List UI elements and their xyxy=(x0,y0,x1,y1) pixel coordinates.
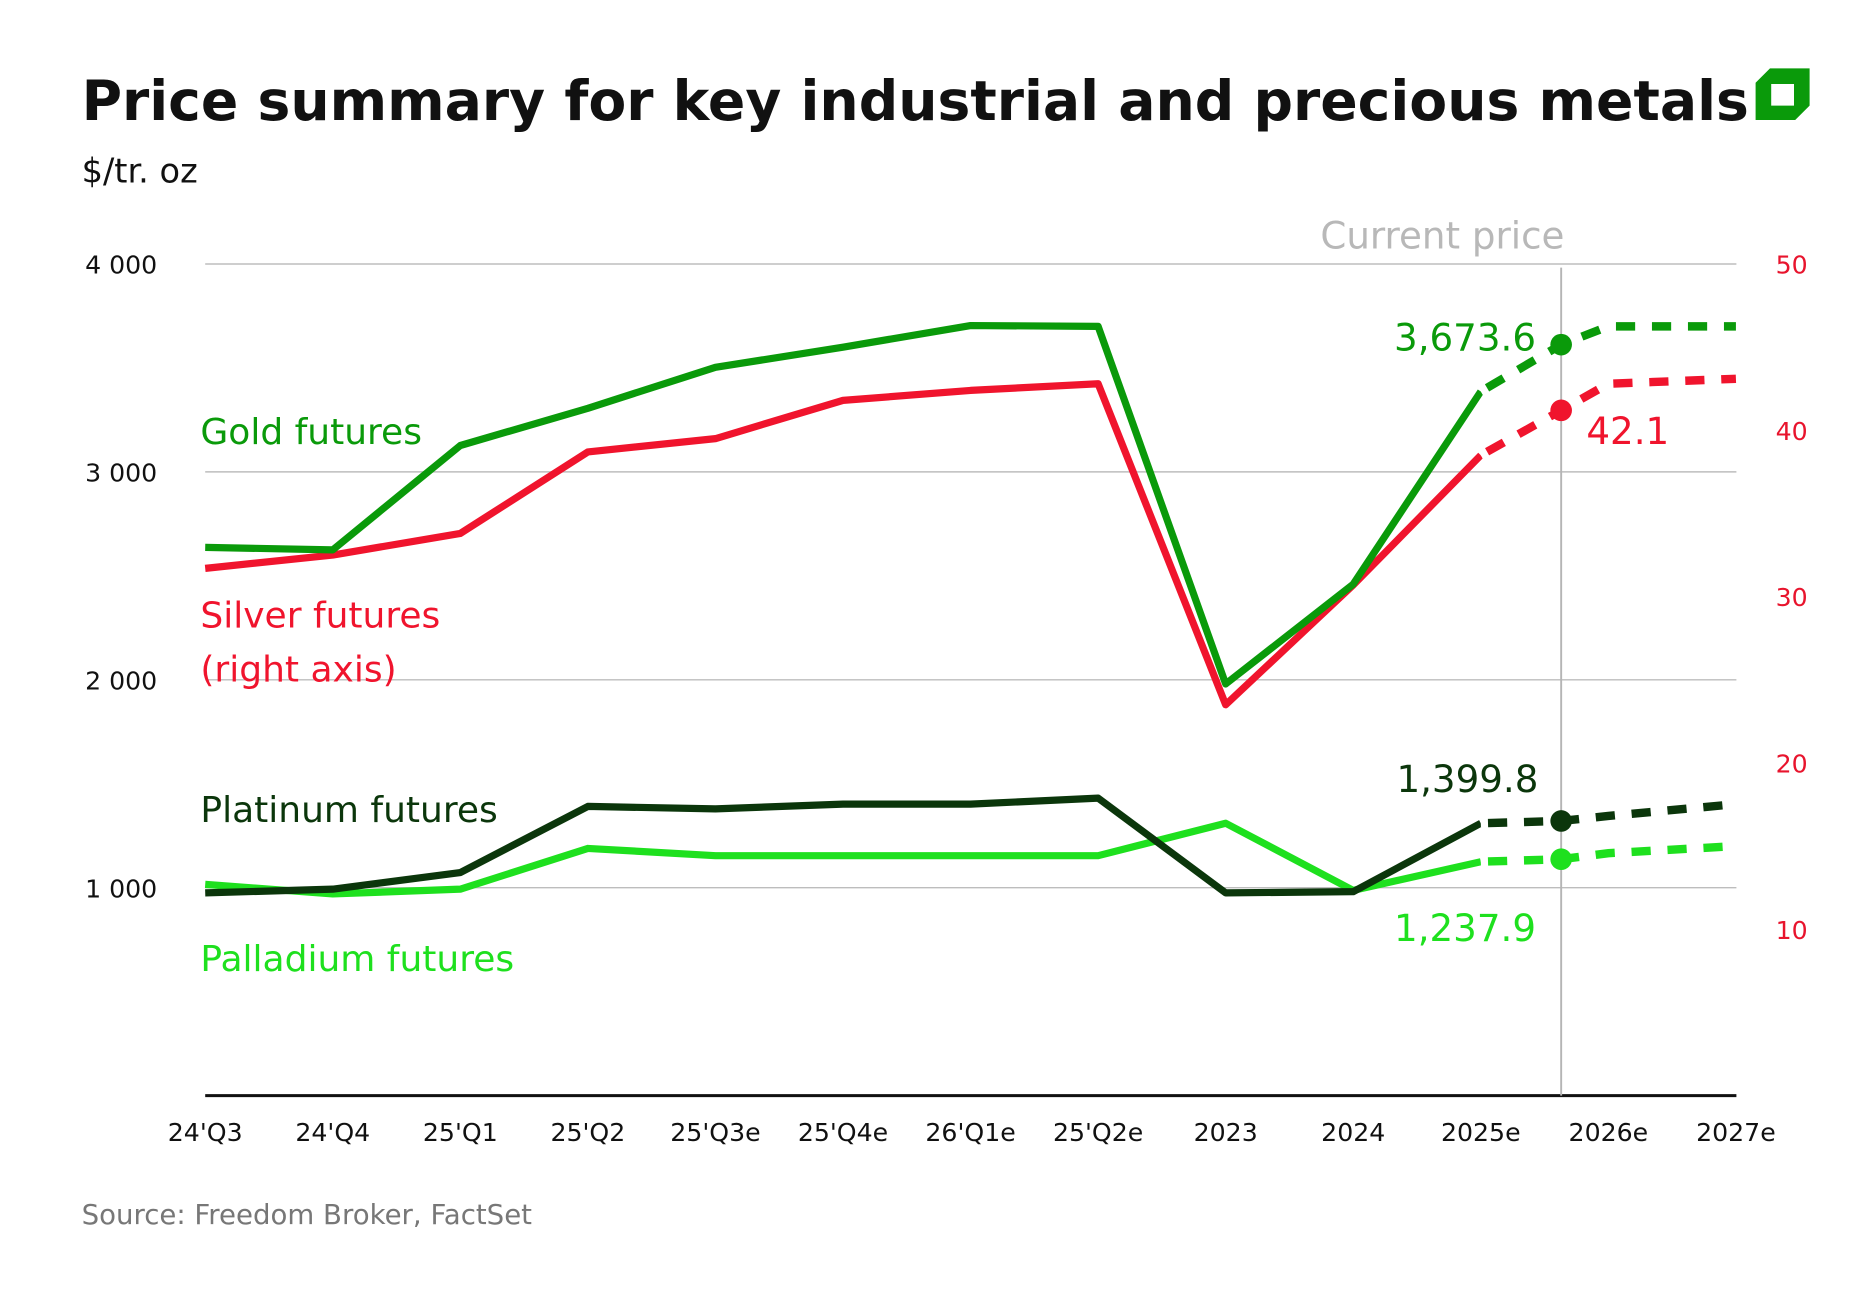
right-tick-label: 40 xyxy=(1776,417,1808,446)
line-palladium xyxy=(204,819,1482,898)
current-point-gold xyxy=(1550,333,1572,356)
forecast-line-gold xyxy=(1478,322,1736,396)
current-point-platinum xyxy=(1550,810,1572,832)
series-lines xyxy=(204,321,1737,898)
chart-title: Price summary for key industrial and pre… xyxy=(82,70,1749,134)
logo xyxy=(1755,68,1810,120)
x-tick-label: 25'Q2 xyxy=(550,1118,625,1147)
value-label-gold: 3,673.6 xyxy=(1394,315,1536,359)
x-tick-label: 25'Q3e xyxy=(670,1118,760,1147)
series-label-silver-2: (right axis) xyxy=(200,650,396,691)
x-tick-label: 26'Q1e xyxy=(925,1118,1015,1147)
series-label-silver: Silver futures xyxy=(200,596,440,637)
x-tick-label: 25'Q2e xyxy=(1053,1118,1143,1147)
x-tick-label: 2025e xyxy=(1441,1118,1521,1147)
current-point-silver xyxy=(1550,399,1572,422)
x-tick-label: 24'Q4 xyxy=(295,1118,370,1147)
value-label-platinum: 1,399.8 xyxy=(1396,757,1538,801)
line-platinum xyxy=(205,794,1483,897)
series-label-palladium: Palladium futures xyxy=(200,939,514,980)
value-labels: 3,673.6 42.1 1,399.8 1,237.9 xyxy=(1394,315,1669,949)
x-tick-label: 2026e xyxy=(1569,1118,1649,1147)
right-axis: 10 20 30 40 50 xyxy=(1776,251,1808,945)
x-tick-label: 2023 xyxy=(1194,1118,1258,1147)
right-tick-label: 20 xyxy=(1776,750,1808,779)
left-tick-label: 2 000 xyxy=(85,666,157,695)
left-axis: 1 000 2 000 3 000 4 000 xyxy=(85,251,157,904)
x-axis: 24'Q3 24'Q4 25'Q1 25'Q2 25'Q3e 25'Q4e 26'Q1e 25… xyxy=(168,1094,1776,1147)
current-price-label: Current price xyxy=(1320,213,1564,257)
right-tick-label: 30 xyxy=(1776,583,1808,612)
left-tick-label: 1 000 xyxy=(85,874,157,903)
current-point-palladium xyxy=(1550,848,1572,871)
x-tick-label: 2024 xyxy=(1321,1118,1385,1147)
current-price-marker: Current price xyxy=(1320,213,1564,1096)
right-tick-label: 10 xyxy=(1776,916,1808,945)
value-label-palladium: 1,237.9 xyxy=(1394,906,1536,950)
line-gold xyxy=(205,321,1484,688)
x-tick-label: 25'Q4e xyxy=(798,1118,888,1147)
x-tick-label: 24'Q3 xyxy=(168,1118,243,1147)
gridlines xyxy=(205,263,1737,889)
x-tick-label: 25'Q1 xyxy=(423,1118,498,1147)
series-labels: Gold futures Silver futures (right axis)… xyxy=(200,412,514,980)
left-tick-label: 4 000 xyxy=(85,251,157,280)
source-note: Source: Freedom Broker, FactSet xyxy=(82,1198,533,1231)
x-tick-label: 2027e xyxy=(1696,1118,1776,1147)
forecast-line-platinum xyxy=(1480,799,1737,828)
right-tick-label: 50 xyxy=(1776,251,1808,280)
forecast-line-palladium xyxy=(1480,841,1737,866)
value-label-silver: 42.1 xyxy=(1586,409,1669,453)
series-label-platinum: Platinum futures xyxy=(200,790,497,831)
line-silver xyxy=(204,380,1484,709)
series-label-gold: Gold futures xyxy=(200,412,422,453)
left-tick-label: 3 000 xyxy=(85,459,157,488)
forecast-line-silver xyxy=(1478,374,1737,459)
chart-subtitle: $/tr. oz xyxy=(82,151,198,190)
